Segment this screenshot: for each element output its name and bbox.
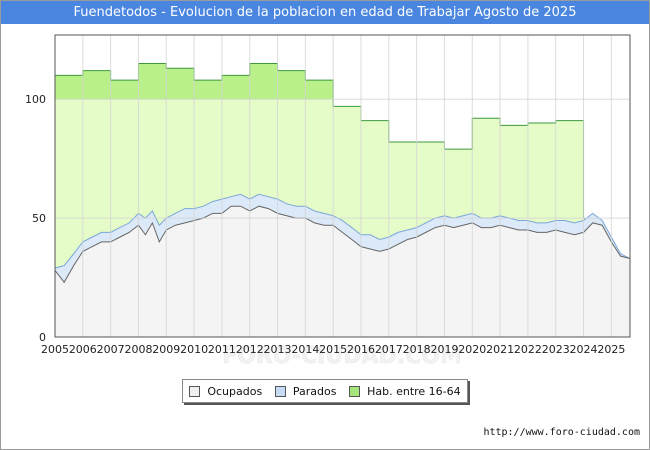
legend-swatch-hab [349,385,361,397]
chart-title: Fuendetodos - Evolucion de la poblacion … [1,1,649,24]
series-ocupados-line [54,205,631,284]
x-tick-2009: 2009 [152,343,180,356]
x-tick-2018: 2018 [403,343,431,356]
series-ocupados-area [55,206,630,337]
x-tick-2016: 2016 [347,343,375,356]
x-tick-2025: 2025 [597,343,625,356]
x-tick-2014: 2014 [291,343,319,356]
legend-swatch-ocupados [189,385,201,397]
x-tick-2007: 2007 [97,343,125,356]
tick-labels: 2005 2006 2007 2008 2009 2010 2011 2012 2013 2014… [25,93,625,356]
x-tick-2011: 2011 [208,343,236,356]
legend-item-ocupados: Ocupados [189,385,262,398]
legend-label-ocupados: Ocupados [207,384,263,398]
legend-swatch-parados [274,385,286,397]
watermark-text: FORO-CIUDAD.COM [222,344,462,369]
x-tick-2020: 2020 [458,343,486,356]
legend-label-hab: Hab. entre 16-64 [367,384,461,398]
plot-areas [54,63,631,338]
x-tick-2010: 2010 [180,343,208,356]
x-tick-2024: 2024 [570,343,598,356]
x-tick-2012: 2012 [236,343,264,356]
x-tick-2015: 2015 [319,343,347,356]
y-tick-0: 0 [39,331,46,344]
plot-border [54,34,631,338]
legend: Ocupados Parados Hab. entre 16-64 [182,379,468,403]
legend-item-hab: Hab. entre 16-64 [349,385,461,398]
source-url[interactable]: http://www.foro-ciudad.com [483,427,640,438]
y-tick-50: 50 [32,212,46,225]
x-tick-2013: 2013 [264,343,292,356]
x-tick-2017: 2017 [375,343,403,356]
legend-label-parados: Parados [292,384,337,398]
y-tick-100: 100 [25,93,46,106]
x-tick-2022: 2022 [514,343,542,356]
x-tick-2019: 2019 [430,343,458,356]
x-tick-2005: 2005 [41,343,69,356]
legend-item-parados: Parados [274,384,337,398]
axes [54,34,631,338]
x-tick-2021: 2021 [486,343,514,356]
x-tick-2008: 2008 [124,343,152,356]
x-tick-2023: 2023 [542,343,570,356]
x-tick-2006: 2006 [69,343,97,356]
